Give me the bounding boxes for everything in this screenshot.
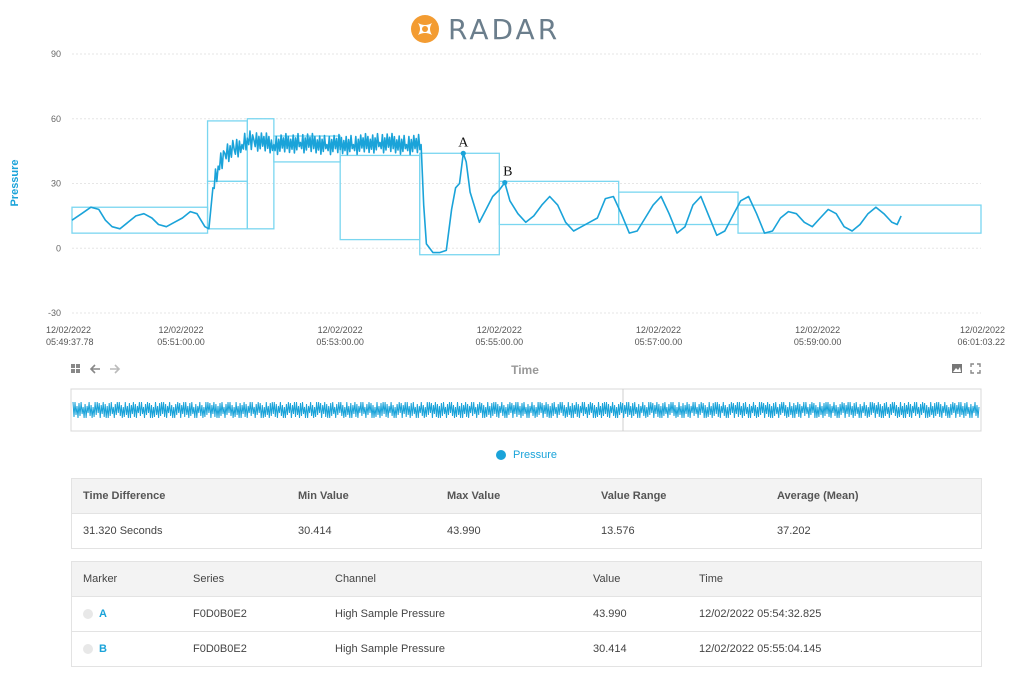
x-tick-label: 12/02/2022 05:49:37.78 — [46, 325, 94, 347]
x-tick-label: 12/02/2022 05:59:00.00 — [794, 325, 842, 347]
logo-text: RADAR — [448, 12, 561, 46]
x-axis-title: Time — [511, 363, 539, 377]
value-cell: 43.990 — [582, 596, 688, 632]
y-tick-label: 90 — [51, 49, 61, 59]
svg-text:12/02/2022: 12/02/2022 — [960, 325, 1005, 335]
svg-text:05:59:00.00: 05:59:00.00 — [794, 337, 842, 347]
stats-cell: 30.414 — [287, 513, 436, 549]
svg-text:05:55:00.00: 05:55:00.00 — [476, 337, 524, 347]
table-row[interactable]: A F0D0B0E2 High Sample Pressure 43.990 1… — [71, 596, 982, 632]
pressure-series-line — [71, 130, 902, 254]
svg-text:05:51:00.00: 05:51:00.00 — [157, 337, 205, 347]
stats-header: Average (Mean) — [766, 478, 982, 514]
envelope-box — [737, 204, 982, 234]
series-cell: F0D0B0E2 — [182, 631, 324, 667]
stats-header: Time Difference — [71, 478, 287, 514]
markers-header: Series — [182, 561, 324, 597]
markers-header: Channel — [324, 561, 582, 597]
marker-point[interactable] — [502, 180, 508, 186]
y-axis-title: Pressure — [9, 159, 21, 206]
svg-text:12/02/2022: 12/02/2022 — [477, 325, 522, 335]
svg-text:05:49:37.78: 05:49:37.78 — [46, 337, 94, 347]
marker-point[interactable] — [460, 150, 466, 156]
stats-header: Max Value — [436, 478, 590, 514]
marker-point-label: B — [503, 165, 512, 180]
svg-text:12/02/2022: 12/02/2022 — [636, 325, 681, 335]
envelope-box — [498, 180, 620, 226]
marker-cell[interactable]: B — [71, 631, 182, 667]
marker-label[interactable]: B — [99, 643, 107, 655]
markers-header: Time — [688, 561, 982, 597]
x-tick-label: 12/02/2022 05:57:00.00 — [635, 325, 683, 347]
stats-header: Min Value — [287, 478, 436, 514]
marker-label[interactable]: A — [99, 608, 107, 620]
y-tick-label: -30 — [48, 308, 61, 318]
legend-label: Pressure — [513, 449, 558, 461]
navigator-overview[interactable] — [70, 388, 982, 432]
envelope-box — [339, 154, 421, 241]
stats-cell: 37.202 — [766, 513, 982, 549]
stats-header: Value Range — [590, 478, 766, 514]
channel-cell: High Sample Pressure — [324, 631, 582, 667]
time-cell: 12/02/2022 05:54:32.825 — [688, 596, 982, 632]
y-axis-ticks: 90 60 30 0 -30 — [48, 49, 61, 318]
svg-text:12/02/2022: 12/02/2022 — [46, 325, 91, 335]
markers-header-row: Marker Series Channel Value Time — [71, 561, 982, 597]
logo: RADAR — [410, 12, 560, 46]
marker-cell[interactable]: A — [71, 596, 182, 632]
stats-cell: 13.576 — [590, 513, 766, 549]
x-axis-ticks: 12/02/2022 05:49:37.78 12/02/2022 05:51:00.… — [46, 325, 1005, 347]
chart-legend[interactable]: Pressure — [496, 449, 557, 461]
svg-text:06:01:03.22: 06:01:03.22 — [957, 337, 1005, 347]
envelope-box — [419, 152, 500, 256]
x-tick-label: 12/02/2022 06:01:03.22 — [957, 325, 1005, 347]
arrow-left-icon[interactable] — [89, 364, 100, 374]
markers-table: Marker Series Channel Value Time A F0D0B… — [71, 561, 982, 667]
svg-text:12/02/2022: 12/02/2022 — [318, 325, 363, 335]
envelope-box — [246, 118, 275, 230]
envelope-box — [618, 191, 739, 226]
y-tick-label: 60 — [51, 114, 61, 124]
series-cell: F0D0B0E2 — [182, 596, 324, 632]
table-row[interactable]: B F0D0B0E2 High Sample Pressure 30.414 1… — [71, 631, 982, 667]
x-tick-label: 12/02/2022 05:51:00.00 — [157, 325, 205, 347]
time-cell: 12/02/2022 05:55:04.145 — [688, 631, 982, 667]
fullscreen-icon[interactable] — [970, 363, 981, 374]
marker-radio-icon[interactable] — [83, 644, 93, 655]
svg-text:12/02/2022: 12/02/2022 — [159, 325, 204, 335]
y-tick-label: 30 — [51, 179, 61, 189]
chart-grid — [72, 53, 981, 314]
stats-header-row: Time Difference Min Value Max Value Valu… — [71, 478, 982, 514]
navigator-series-line — [72, 401, 980, 419]
stats-cell: 43.990 — [436, 513, 590, 549]
markers-header: Value — [582, 561, 688, 597]
svg-text:05:57:00.00: 05:57:00.00 — [635, 337, 683, 347]
x-tick-label: 12/02/2022 05:53:00.00 — [316, 325, 364, 347]
y-tick-label: 0 — [56, 243, 61, 253]
channel-cell: High Sample Pressure — [324, 596, 582, 632]
stats-table: Time Difference Min Value Max Value Valu… — [71, 478, 982, 549]
image-icon[interactable] — [952, 364, 962, 373]
value-cell: 30.414 — [582, 631, 688, 667]
envelope-box — [71, 206, 209, 234]
legend-dot-icon — [496, 450, 506, 460]
stats-row: 31.320 Seconds 30.414 43.990 13.576 37.2… — [71, 513, 982, 549]
markers-header: Marker — [71, 561, 182, 597]
x-tick-label: 12/02/2022 05:55:00.00 — [476, 325, 524, 347]
stats-cell: 31.320 Seconds — [71, 513, 287, 549]
svg-text:05:53:00.00: 05:53:00.00 — [316, 337, 364, 347]
marker-annotations: AB — [458, 135, 512, 186]
marker-point-label: A — [458, 135, 469, 150]
arrow-right-icon[interactable] — [110, 364, 121, 374]
envelope-boxes — [71, 118, 982, 256]
svg-text:12/02/2022: 12/02/2022 — [795, 325, 840, 335]
marker-radio-icon[interactable] — [83, 609, 93, 620]
grid-icon[interactable] — [71, 364, 80, 373]
radar-logo-icon — [411, 15, 439, 43]
